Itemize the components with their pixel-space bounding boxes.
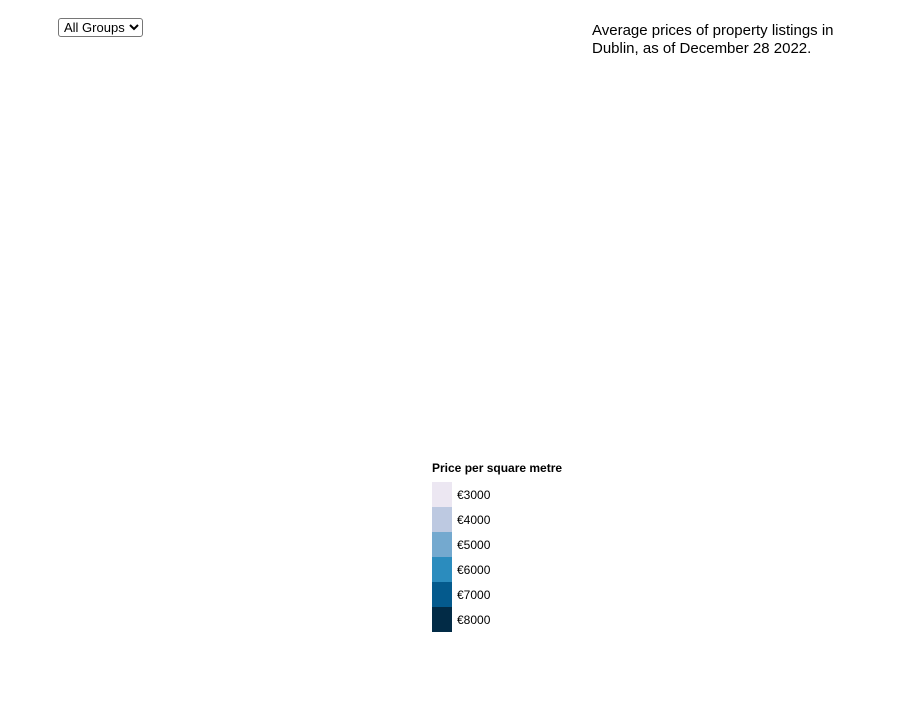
legend-label: €3000 [457,488,491,502]
legend-item: €6000 [432,557,632,582]
map-canvas[interactable] [0,70,900,450]
price-legend: Price per square metre €3000 €4000 €5000… [432,461,632,632]
legend-swatch [432,482,452,507]
legend-label: €6000 [457,563,491,577]
legend-item: €5000 [432,532,632,557]
legend-title: Price per square metre [432,461,563,475]
legend-label: €5000 [457,538,491,552]
legend-label: €7000 [457,588,491,602]
legend-swatch [432,507,452,532]
legend-swatch [432,582,452,607]
map-caption: Average prices of property listings in D… [592,22,834,57]
legend-swatch [432,532,452,557]
legend-swatch [432,557,452,582]
legend-item: €3000 [432,482,632,507]
legend-swatch [432,607,452,632]
legend-item: €8000 [432,607,632,632]
legend-item: €4000 [432,507,632,532]
group-filter-select[interactable]: All Groups [58,18,143,37]
legend-label: €8000 [457,613,491,627]
legend-item: €7000 [432,582,632,607]
legend-label: €4000 [457,513,491,527]
